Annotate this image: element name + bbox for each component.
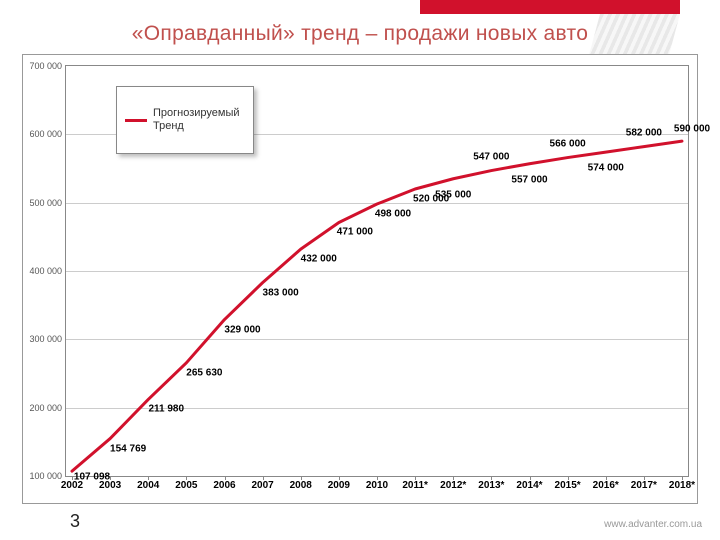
data-point-label: 498 000 [375,209,411,220]
data-point-label: 383 000 [263,287,299,298]
data-point-label: 590 000 [674,124,710,135]
x-axis-label: 2015* [555,480,581,491]
y-axis-label: 600 000 [29,129,62,139]
data-point-label: 535 000 [435,189,471,200]
legend-label: ПрогнозируемыйТренд [153,107,240,133]
x-axis-label: 2006 [213,480,235,491]
data-point-label: 582 000 [626,127,662,138]
data-point-label: 265 630 [186,367,222,378]
data-point-label: 547 000 [473,151,509,162]
x-axis-label: 2014* [516,480,542,491]
y-axis-label: 400 000 [29,266,62,276]
x-axis-label: 2016* [593,480,619,491]
y-axis-label: 300 000 [29,334,62,344]
x-axis-label: 2010 [366,480,388,491]
data-point-label: 432 000 [301,254,337,265]
data-point-label: 574 000 [588,163,624,174]
y-axis-label: 700 000 [29,61,62,71]
x-axis-label: 2018* [669,480,695,491]
x-axis-label: 2013* [478,480,504,491]
x-axis-label: 2007 [252,480,274,491]
x-axis-label: 2008 [290,480,312,491]
data-point-label: 154 769 [110,443,146,454]
page-number: 3 [70,511,80,532]
legend: ПрогнозируемыйТренд [116,86,254,154]
legend-item: ПрогнозируемыйТренд [125,107,245,133]
footer-url: www.advanter.com.ua [604,519,702,530]
y-axis-label: 200 000 [29,403,62,413]
x-axis-label: 2012* [440,480,466,491]
data-point-label: 211 980 [148,404,184,415]
data-point-label: 566 000 [550,138,586,149]
data-point-label: 329 000 [224,324,260,335]
header-accent-bar [420,0,680,14]
data-point-label: 107 098 [74,472,110,483]
data-point-label: 471 000 [337,227,373,238]
y-axis-label: 500 000 [29,198,62,208]
legend-swatch [125,119,147,122]
x-axis-label: 2005 [175,480,197,491]
slide-title: «Оправданный» тренд – продажи новых авто [0,22,720,46]
plot-area: 100 000200 000300 000400 000500 000600 0… [65,65,689,477]
y-axis-label: 100 000 [29,471,62,481]
x-axis-label: 2011* [402,480,428,491]
x-axis-label: 2004 [137,480,159,491]
x-axis-label: 2009 [328,480,350,491]
data-point-label: 557 000 [511,174,547,185]
chart-container: 100 000 200 000 300 000 400 000 500 000 600 0… [22,54,698,504]
x-axis-label: 2017* [631,480,657,491]
